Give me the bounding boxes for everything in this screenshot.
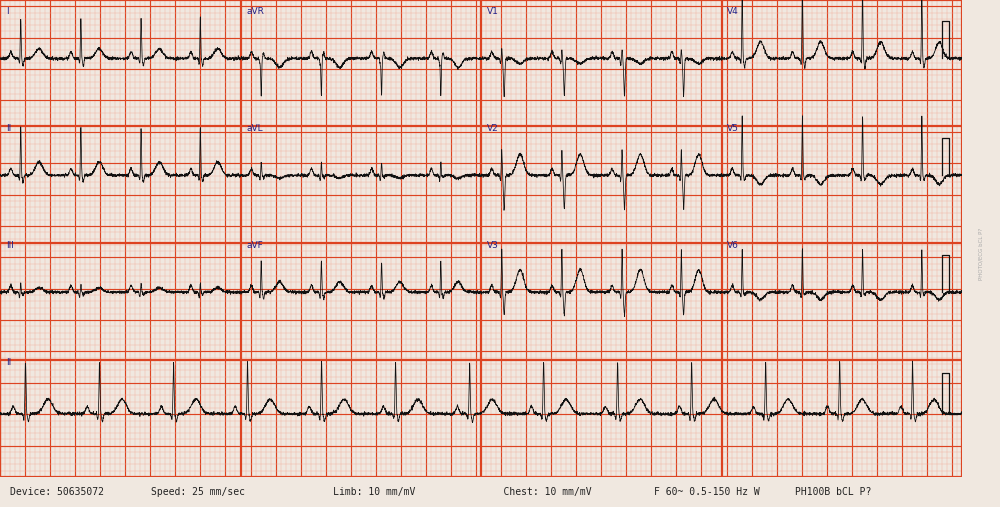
Text: V2: V2 [487,124,499,133]
Text: V3: V3 [487,241,499,250]
Text: V5: V5 [727,124,739,133]
Text: aVF: aVF [246,241,263,250]
Text: I: I [6,7,8,16]
Text: V1: V1 [487,7,499,16]
Text: F 60~ 0.5-150 Hz W      PH100B bCL P?: F 60~ 0.5-150 Hz W PH100B bCL P? [654,487,872,497]
Text: Device: 50635072        Speed: 25 mm/sec               Limb: 10 mm/mV           : Device: 50635072 Speed: 25 mm/sec Limb: … [10,487,591,497]
Text: aVR: aVR [246,7,264,16]
Text: PHOTO/ECG bCL P?: PHOTO/ECG bCL P? [978,227,984,280]
Text: V4: V4 [727,7,739,16]
Text: V6: V6 [727,241,739,250]
Text: aVL: aVL [246,124,263,133]
Text: III: III [6,241,14,250]
Text: II: II [6,358,11,367]
Text: II: II [6,124,11,133]
